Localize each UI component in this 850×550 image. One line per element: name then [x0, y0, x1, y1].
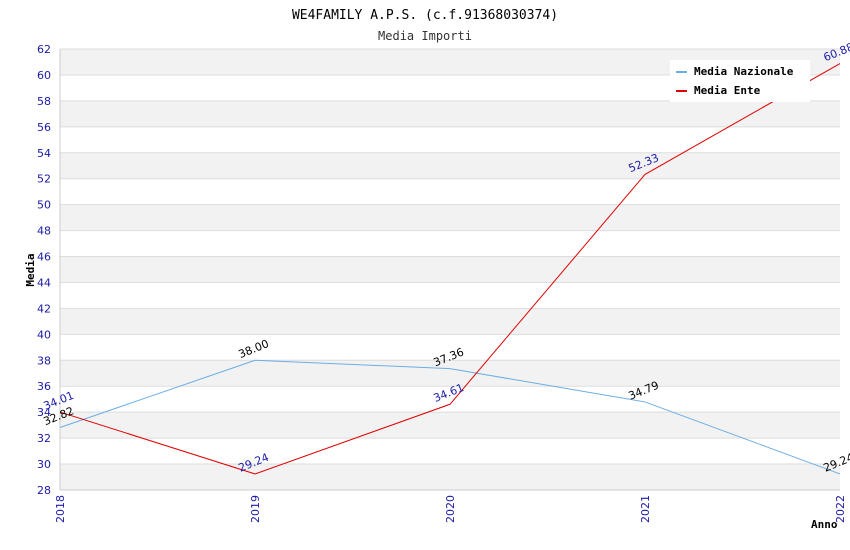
y-tick-label: 58 [37, 95, 51, 108]
grid-band [60, 204, 840, 231]
x-axis-label: Anno [811, 518, 838, 531]
legend-label: Media Nazionale [694, 65, 794, 78]
y-tick-label: 48 [37, 225, 51, 238]
grid-band [60, 308, 840, 335]
legend-box [670, 60, 810, 102]
y-tick-label: 46 [37, 251, 51, 264]
y-tick-label: 44 [37, 276, 51, 289]
chart-title: WE4FAMILY A.P.S. (c.f.91368030374) [292, 8, 558, 23]
grid-band [60, 256, 840, 283]
series-line [59, 63, 841, 475]
y-tick-label: 50 [37, 199, 51, 212]
grid-band [60, 360, 840, 387]
grid-band [60, 152, 840, 179]
y-axis-label: Media [24, 253, 37, 286]
y-tick-label: 42 [37, 302, 51, 315]
x-tick-label: 2021 [639, 495, 652, 523]
x-tick-label: 2019 [249, 495, 262, 523]
legend-label: Media Ente [694, 84, 761, 97]
x-tick-label: 2020 [444, 495, 457, 523]
y-tick-label: 54 [37, 147, 51, 160]
x-tick-label: 2022 [834, 495, 847, 523]
chart-subtitle: Media Importi [378, 29, 472, 43]
y-tick-label: 38 [37, 354, 51, 367]
x-axis-ticks: 2018 2019 2020 2021 2022 [54, 495, 847, 523]
y-tick-label: 62 [37, 43, 51, 56]
legend: Media Nazionale Media Ente [670, 60, 810, 102]
y-tick-label: 40 [37, 328, 51, 341]
y-tick-label: 32 [37, 432, 51, 445]
grid-band [60, 464, 840, 490]
series-lines [59, 63, 841, 475]
y-tick-label: 36 [37, 380, 51, 393]
y-tick-label: 30 [37, 458, 51, 471]
series-line [59, 359, 841, 475]
y-tick-label: 56 [37, 121, 51, 134]
x-tick-label: 2018 [54, 495, 67, 523]
grid-band [60, 412, 840, 439]
grid-band [60, 100, 840, 127]
y-tick-label: 52 [37, 173, 51, 186]
y-axis-ticks: 28 30 32 34 36 38 40 42 44 46 48 50 52 54 56 58 60 62 [37, 43, 51, 497]
grid-bands [60, 48, 840, 491]
y-tick-label: 60 [37, 69, 51, 82]
y-tick-label: 34 [37, 406, 51, 419]
data-label: 38.00 [237, 337, 271, 361]
y-tick-label: 28 [37, 484, 51, 497]
